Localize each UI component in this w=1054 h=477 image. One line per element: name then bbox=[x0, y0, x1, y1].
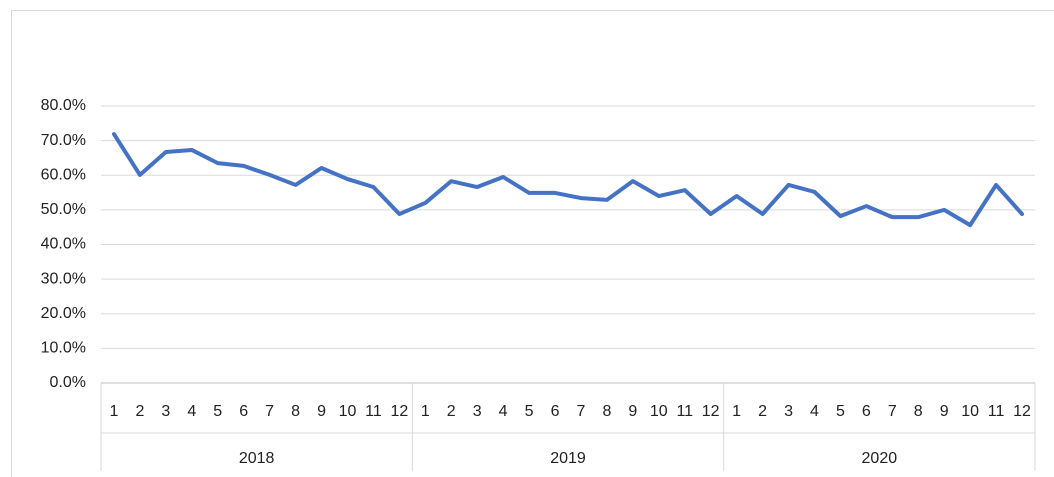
y-tick-label: 40.0% bbox=[41, 236, 86, 253]
y-tick-label: 20.0% bbox=[41, 305, 86, 322]
x-tick-label: 6 bbox=[862, 403, 871, 420]
y-tick-label: 70.0% bbox=[41, 132, 86, 149]
x-tick-label: 9 bbox=[317, 403, 326, 420]
x-tick-label: 2 bbox=[758, 403, 767, 420]
y-tick-label: 0.0% bbox=[50, 374, 86, 391]
y-tick-label: 60.0% bbox=[41, 166, 86, 183]
x-tick-label: 9 bbox=[628, 403, 637, 420]
x-tick-label: 12 bbox=[1013, 403, 1031, 420]
x-tick-label: 11 bbox=[676, 403, 693, 420]
data-line bbox=[111, 132, 1025, 228]
chart-frame bbox=[11, 10, 1054, 477]
x-tick-label: 3 bbox=[473, 403, 482, 420]
x-tick-label: 12 bbox=[390, 403, 408, 420]
y-tick-label: 10.0% bbox=[41, 340, 86, 357]
x-tick-label: 4 bbox=[499, 403, 508, 420]
x-tick-label: 1 bbox=[421, 403, 430, 420]
y-tick-label: 80.0% bbox=[41, 97, 86, 114]
x-tick-label: 3 bbox=[161, 403, 170, 420]
x-tick-label: 10 bbox=[339, 403, 357, 420]
x-tick-label: 5 bbox=[213, 403, 222, 420]
x-tick-label: 11 bbox=[988, 403, 1005, 420]
y-tick-label: 30.0% bbox=[41, 270, 86, 287]
x-tick-label: 11 bbox=[365, 403, 382, 420]
x-tick-label: 5 bbox=[525, 403, 534, 420]
group-label: 2018 bbox=[239, 450, 275, 467]
x-tick-label: 4 bbox=[810, 403, 819, 420]
y-tick-label: 50.0% bbox=[41, 201, 86, 218]
x-tick-label: 2 bbox=[135, 403, 144, 420]
group-label: 2019 bbox=[550, 450, 586, 467]
x-tick-label: 8 bbox=[602, 403, 611, 420]
x-tick-label: 8 bbox=[914, 403, 923, 420]
group-label: 2020 bbox=[862, 450, 898, 467]
x-tick-label: 5 bbox=[836, 403, 845, 420]
x-tick-label: 6 bbox=[551, 403, 560, 420]
x-tick-label: 7 bbox=[577, 403, 586, 420]
x-tick-label: 10 bbox=[961, 403, 979, 420]
x-tick-label: 9 bbox=[940, 403, 949, 420]
x-tick-label: 1 bbox=[110, 403, 119, 420]
x-tick-label: 12 bbox=[702, 403, 720, 420]
x-tick-label: 10 bbox=[650, 403, 668, 420]
x-tick-label: 7 bbox=[888, 403, 897, 420]
x-tick-label: 2 bbox=[447, 403, 456, 420]
x-tick-label: 8 bbox=[291, 403, 300, 420]
x-tick-label: 7 bbox=[265, 403, 274, 420]
x-tick-label: 4 bbox=[187, 403, 196, 420]
x-tick-label: 1 bbox=[732, 403, 741, 420]
x-tick-label: 6 bbox=[239, 403, 248, 420]
x-tick-label: 3 bbox=[784, 403, 793, 420]
